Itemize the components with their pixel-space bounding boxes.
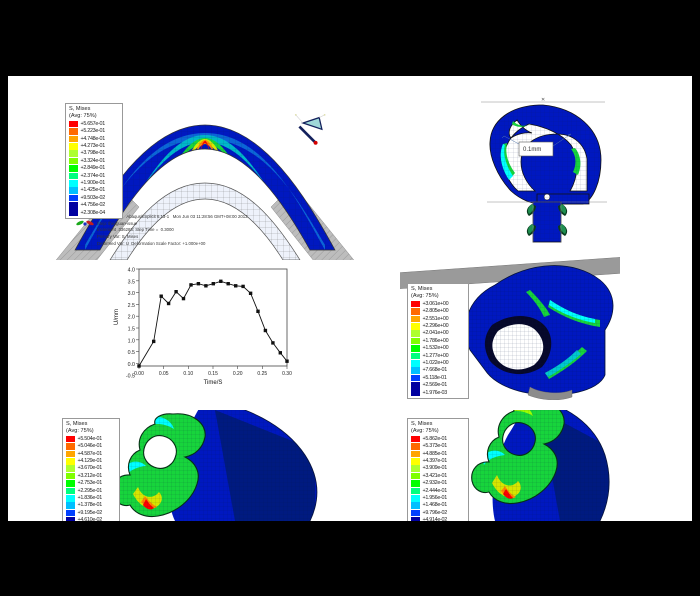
svg-text:0.0: 0.0 <box>128 362 135 368</box>
svg-text:0.10: 0.10 <box>183 371 193 377</box>
svg-text:0.20: 0.20 <box>233 371 243 377</box>
svg-text:0.00: 0.00 <box>134 371 144 377</box>
svg-text:0.25: 0.25 <box>257 371 267 377</box>
svg-text:0.5: 0.5 <box>128 350 135 356</box>
svg-text:2.5: 2.5 <box>128 303 135 309</box>
svg-text:U/mm: U/mm <box>114 309 120 325</box>
svg-text:2.0: 2.0 <box>128 315 135 321</box>
svg-text:0.05: 0.05 <box>159 371 169 377</box>
svg-text:3.5: 3.5 <box>128 279 135 285</box>
svg-text:0.1mm: 0.1mm <box>523 147 541 153</box>
svg-text:Time/S: Time/S <box>204 380 223 386</box>
svg-text:1.0: 1.0 <box>128 338 135 344</box>
svg-text:3.0: 3.0 <box>128 291 135 297</box>
svg-text:0.15: 0.15 <box>208 371 218 377</box>
svg-text:✕: ✕ <box>541 97 545 103</box>
svg-text:0.30: 0.30 <box>282 371 292 377</box>
svg-text:4.0: 4.0 <box>128 268 135 274</box>
svg-text:1.5: 1.5 <box>128 327 135 333</box>
